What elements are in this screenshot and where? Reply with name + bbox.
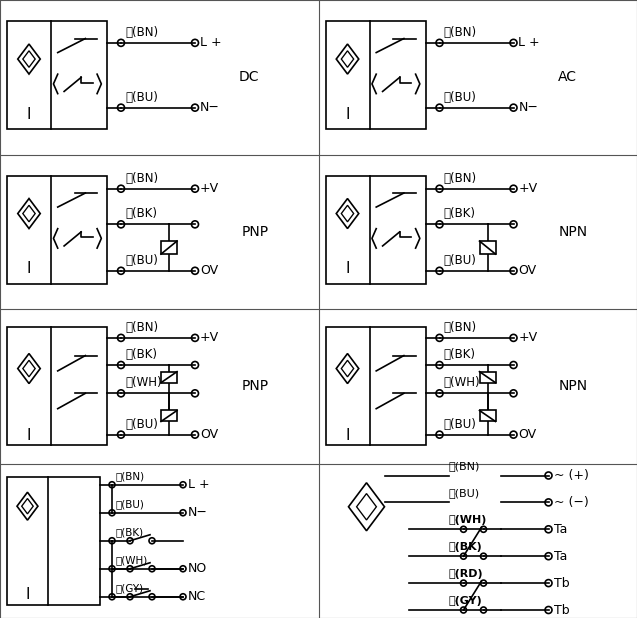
Text: NO: NO — [188, 562, 207, 575]
Text: ~ (−): ~ (−) — [554, 496, 588, 509]
Bar — [161, 410, 177, 421]
Polygon shape — [18, 353, 40, 384]
Polygon shape — [18, 198, 40, 229]
Text: 黑(BK): 黑(BK) — [443, 348, 475, 361]
Text: OV: OV — [519, 265, 536, 277]
Polygon shape — [336, 353, 359, 384]
Bar — [326, 328, 426, 445]
Text: +V: +V — [519, 182, 538, 195]
Bar — [480, 371, 496, 383]
Text: 黑(BK): 黑(BK) — [443, 208, 475, 221]
Text: 白(WH): 白(WH) — [448, 515, 487, 525]
Polygon shape — [336, 44, 359, 74]
Text: 白(WH): 白(WH) — [125, 376, 162, 389]
Text: 兰(BU): 兰(BU) — [443, 418, 476, 431]
Text: N−: N− — [200, 101, 220, 114]
Text: Ta: Ta — [554, 523, 567, 536]
Polygon shape — [348, 483, 385, 531]
Text: I: I — [345, 261, 350, 276]
Text: 棕(BN): 棕(BN) — [443, 172, 476, 185]
Polygon shape — [23, 51, 35, 67]
Text: NC: NC — [188, 590, 206, 603]
Text: NPN: NPN — [559, 379, 588, 393]
Bar — [326, 176, 426, 284]
Polygon shape — [357, 494, 376, 520]
Polygon shape — [341, 51, 354, 67]
Text: 棕(BN): 棕(BN) — [443, 321, 476, 334]
Text: L +: L + — [200, 36, 222, 49]
Text: OV: OV — [200, 265, 218, 277]
Text: 灰(GY): 灰(GY) — [448, 596, 482, 606]
Text: ~ (+): ~ (+) — [554, 469, 589, 482]
Text: L +: L + — [188, 478, 210, 491]
Text: L +: L + — [519, 36, 540, 49]
Polygon shape — [341, 205, 354, 222]
Text: Tb: Tb — [554, 577, 569, 590]
Text: 棕(BN): 棕(BN) — [443, 26, 476, 39]
Text: I: I — [27, 107, 31, 122]
Text: +V: +V — [200, 331, 219, 344]
Text: 灰(GY): 灰(GY) — [116, 583, 144, 593]
Text: 兰(BU): 兰(BU) — [448, 488, 480, 498]
Bar — [7, 476, 100, 605]
Text: +V: +V — [519, 331, 538, 344]
Text: I: I — [25, 587, 30, 602]
Text: +V: +V — [200, 182, 219, 195]
Text: DC: DC — [238, 70, 259, 84]
Bar — [161, 241, 177, 254]
Bar — [480, 241, 496, 254]
Text: 棕(BN): 棕(BN) — [448, 462, 480, 472]
Bar — [7, 21, 107, 129]
Text: 兰(BU): 兰(BU) — [125, 254, 158, 267]
Text: 兰(BU): 兰(BU) — [125, 91, 158, 104]
Polygon shape — [336, 198, 359, 229]
Text: 棕(BN): 棕(BN) — [125, 26, 158, 39]
Text: AC: AC — [557, 70, 576, 84]
Text: 黑(BK): 黑(BK) — [125, 348, 157, 361]
Text: OV: OV — [200, 428, 218, 441]
Text: 兰(BU): 兰(BU) — [443, 254, 476, 267]
Polygon shape — [17, 493, 38, 520]
Text: I: I — [345, 428, 350, 443]
Text: PNP: PNP — [241, 379, 268, 393]
Text: OV: OV — [519, 428, 536, 441]
Bar — [7, 328, 107, 445]
Bar — [7, 176, 107, 284]
Polygon shape — [23, 360, 35, 377]
Text: 兰(BU): 兰(BU) — [116, 499, 145, 509]
Text: Tb: Tb — [554, 604, 569, 617]
Bar — [326, 21, 426, 129]
Text: 兰(BU): 兰(BU) — [443, 91, 476, 104]
Text: 红(RD): 红(RD) — [448, 569, 483, 579]
Text: N−: N− — [188, 506, 208, 519]
Text: 黑(BK): 黑(BK) — [116, 527, 144, 537]
Bar — [480, 410, 496, 421]
Text: PNP: PNP — [241, 225, 268, 239]
Polygon shape — [341, 360, 354, 377]
Text: 黑(BK): 黑(BK) — [125, 208, 157, 221]
Polygon shape — [18, 44, 40, 74]
Text: I: I — [27, 428, 31, 443]
Text: 棕(BN): 棕(BN) — [125, 172, 158, 185]
Polygon shape — [22, 499, 33, 514]
Polygon shape — [23, 205, 35, 222]
Text: 兰(BU): 兰(BU) — [125, 418, 158, 431]
Text: 白(WH): 白(WH) — [443, 376, 480, 389]
Text: N−: N− — [519, 101, 538, 114]
Text: 棕(BN): 棕(BN) — [116, 471, 145, 481]
Text: 棕(BN): 棕(BN) — [125, 321, 158, 334]
Text: 白(WH): 白(WH) — [116, 555, 148, 565]
Text: Ta: Ta — [554, 549, 567, 563]
Bar — [161, 371, 177, 383]
Text: 黑(BK): 黑(BK) — [448, 542, 482, 552]
Text: I: I — [345, 107, 350, 122]
Text: NPN: NPN — [559, 225, 588, 239]
Text: I: I — [27, 261, 31, 276]
